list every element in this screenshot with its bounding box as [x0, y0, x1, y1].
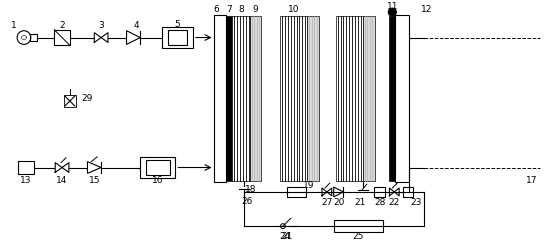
- Bar: [363, 17, 375, 181]
- Bar: [232, 17, 250, 181]
- Text: 18: 18: [245, 184, 256, 193]
- Circle shape: [389, 9, 396, 17]
- Text: 16: 16: [152, 175, 163, 184]
- Bar: [140, 157, 175, 178]
- Text: 10: 10: [288, 5, 299, 14]
- Text: 5: 5: [175, 20, 180, 29]
- Bar: [146, 160, 170, 176]
- Text: 1: 1: [11, 21, 17, 30]
- Text: 23: 23: [410, 198, 421, 206]
- Text: 25: 25: [353, 232, 364, 240]
- Bar: [374, 187, 385, 197]
- Polygon shape: [87, 162, 101, 174]
- Text: 12: 12: [421, 5, 432, 14]
- Text: 28: 28: [374, 198, 385, 206]
- Bar: [162, 28, 193, 49]
- Text: 6: 6: [214, 5, 219, 14]
- Text: 3: 3: [98, 21, 104, 30]
- Text: 21: 21: [281, 232, 292, 240]
- Bar: [30, 34, 37, 42]
- Bar: [334, 220, 383, 232]
- Text: 13: 13: [20, 175, 32, 184]
- Text: 7: 7: [226, 5, 232, 14]
- Text: 21: 21: [354, 198, 366, 206]
- Bar: [167, 30, 187, 46]
- Bar: [389, 17, 395, 181]
- Bar: [215, 16, 226, 182]
- Text: 17: 17: [527, 175, 538, 184]
- Bar: [280, 17, 307, 181]
- Text: 15: 15: [88, 175, 100, 184]
- Text: 14: 14: [56, 175, 68, 184]
- Bar: [287, 187, 306, 197]
- Bar: [226, 17, 232, 181]
- Text: 8: 8: [238, 5, 244, 14]
- Text: 22: 22: [389, 198, 400, 206]
- Text: 11: 11: [386, 2, 398, 11]
- Text: 26: 26: [241, 196, 252, 205]
- Text: 20: 20: [333, 198, 344, 206]
- Text: 29: 29: [82, 93, 93, 102]
- Text: 19: 19: [302, 180, 314, 189]
- Text: 2: 2: [59, 21, 65, 30]
- Bar: [18, 161, 34, 175]
- Bar: [64, 96, 76, 108]
- Bar: [250, 17, 261, 181]
- Text: 24: 24: [279, 232, 290, 240]
- Text: 27: 27: [321, 198, 332, 206]
- Polygon shape: [334, 187, 344, 197]
- Bar: [336, 17, 363, 181]
- Text: 9: 9: [252, 5, 259, 14]
- Text: 4: 4: [133, 21, 139, 30]
- Bar: [403, 187, 413, 197]
- Polygon shape: [127, 32, 140, 45]
- Bar: [307, 17, 319, 181]
- Bar: [395, 16, 409, 182]
- Bar: [54, 30, 70, 46]
